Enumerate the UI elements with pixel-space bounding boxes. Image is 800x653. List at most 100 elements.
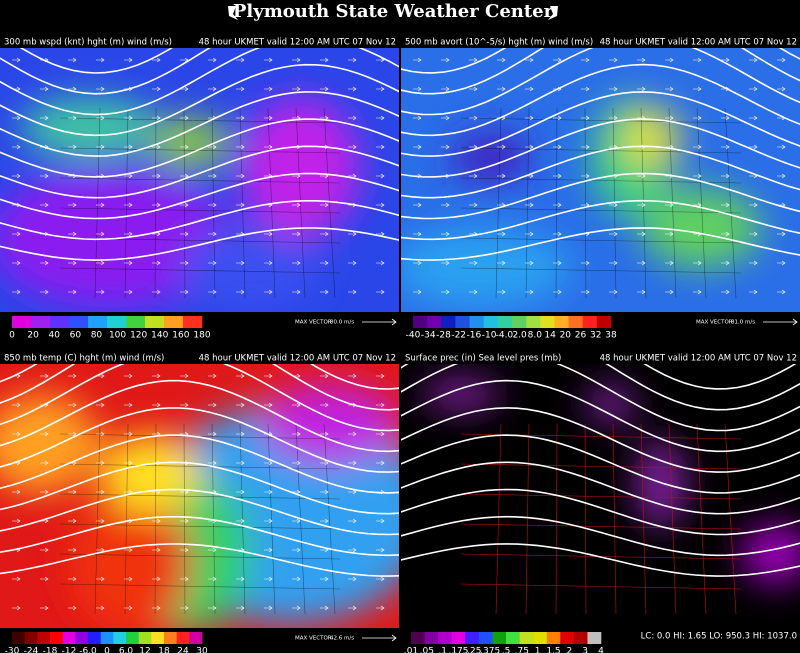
wind-arrow (721, 289, 730, 295)
state-line (584, 107, 587, 299)
state-line (94, 107, 101, 299)
wind-arrow (749, 57, 758, 63)
max-vector-label: MAX VECTOR (295, 320, 332, 326)
wind-arrow (348, 260, 357, 266)
contour (643, 364, 797, 390)
wind-arrow (180, 605, 189, 611)
wind-arrow (12, 547, 21, 553)
wind-arrow (68, 144, 77, 150)
wind-arrow (320, 547, 329, 553)
wind-arrow (553, 260, 562, 266)
wind-arrow (348, 173, 357, 179)
wind-arrow (292, 86, 301, 92)
wind-arrow (777, 173, 786, 179)
wind-arrow (376, 202, 385, 208)
scale-label: .375 (480, 647, 500, 653)
colorbar-swatch (107, 316, 127, 328)
state-line (640, 423, 647, 615)
scale-label: 30 (196, 647, 208, 653)
wind-arrow (469, 202, 478, 208)
wind-arrow (637, 202, 646, 208)
wind-arrow (320, 373, 329, 379)
max-vector-value: 81.0 m/s (731, 320, 755, 326)
wind-arrow (553, 86, 562, 92)
wind-arrow (320, 460, 329, 466)
wind-arrow (525, 173, 534, 179)
wind-arrow (497, 202, 506, 208)
wind-arrow (264, 489, 273, 495)
wind-arrow (320, 431, 329, 437)
wind-arrow (96, 231, 105, 237)
contour (0, 543, 399, 577)
wind-arrow (152, 605, 161, 611)
state-line (696, 423, 707, 615)
wind-arrow (525, 289, 534, 295)
wind-arrow (208, 173, 217, 179)
wind-arrow (96, 547, 105, 553)
wind-arrow (553, 115, 562, 121)
wind-arrow (12, 373, 21, 379)
wind-arrow (292, 173, 301, 179)
scale-label: 2 (566, 647, 572, 653)
wind-arrow (665, 86, 674, 92)
wind-arrow (12, 57, 21, 63)
colorbar-swatch (24, 632, 38, 644)
wind-arrow (96, 115, 105, 121)
scale-label: .25 (467, 647, 481, 653)
wind-arrow (292, 144, 301, 150)
wind-arrow (497, 173, 506, 179)
wind-arrow (124, 605, 133, 611)
wind-arrow (497, 144, 506, 150)
wind-arrow (12, 115, 21, 121)
wind-arrow (12, 489, 21, 495)
state-line (495, 423, 502, 615)
wind-arrow (180, 57, 189, 63)
wind-arrow (208, 289, 217, 295)
wind-arrow (292, 115, 301, 121)
panel-field: 850 mb temp (C) hght (m) wind (m/s) (4, 354, 164, 364)
wind-arrow (124, 402, 133, 408)
wind-arrow (749, 289, 758, 295)
panel-valid: 48 hour UKMET valid 12:00 AM UTC 07 Nov … (199, 38, 396, 48)
scale-label: 1.5 (546, 647, 560, 653)
wind-arrow (180, 402, 189, 408)
contour (0, 364, 399, 432)
scale-label: 0 (9, 331, 15, 341)
wind-arrow (152, 431, 161, 437)
wind-arrow (376, 115, 385, 121)
state-line (460, 493, 742, 500)
wind-arrow (180, 260, 189, 266)
wind-arrow (68, 202, 77, 208)
scale-label: -34 (421, 331, 436, 341)
wind-arrow (376, 518, 385, 524)
wind-arrow (441, 202, 450, 208)
wind-arrow (777, 231, 786, 237)
scale-label: 14 (544, 331, 556, 341)
wind-arrow (777, 57, 786, 63)
wind-arrow (348, 489, 357, 495)
wind-arrow (12, 460, 21, 466)
scale-label: 0 (104, 647, 110, 653)
wind-arrow (469, 173, 478, 179)
contour (0, 364, 399, 390)
wind-arrow (581, 144, 590, 150)
wind-arrow (413, 57, 422, 63)
colorbar-swatch (451, 632, 466, 644)
wind-arrow (124, 289, 133, 295)
wind-arrow (581, 57, 590, 63)
colorbar-swatch (469, 316, 485, 328)
wind-arrow (376, 402, 385, 408)
colorbar-swatch (176, 632, 190, 644)
wind-arrow (441, 289, 450, 295)
state-line (460, 207, 742, 214)
wind-arrow (292, 518, 301, 524)
scale-label: .5 (502, 647, 511, 653)
scale-label: 8.0 (528, 331, 543, 341)
wind-arrow (208, 260, 217, 266)
scale-label: 40 (48, 331, 60, 341)
wind-arrow (348, 576, 357, 582)
wind-arrow (413, 115, 422, 121)
state-line (724, 423, 737, 615)
wind-arrow (525, 115, 534, 121)
wind-arrow (292, 402, 301, 408)
